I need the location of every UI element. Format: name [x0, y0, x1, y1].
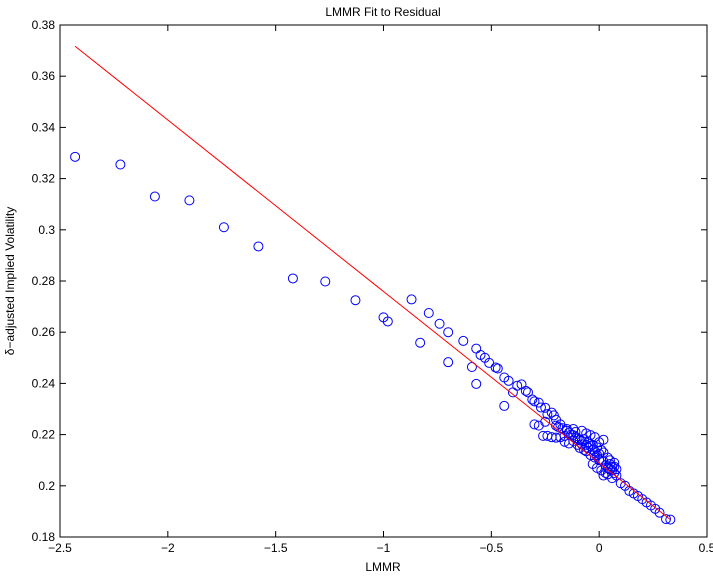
data-point	[423, 308, 434, 318]
data-point	[490, 362, 501, 373]
data-point	[570, 427, 581, 438]
data-point	[184, 195, 195, 206]
data-point	[602, 452, 613, 463]
data-point	[540, 416, 551, 427]
data-point	[585, 430, 596, 441]
data-point	[466, 362, 477, 373]
y-tick-label: 0.26	[32, 325, 56, 339]
x-axis-title: LMMR	[365, 560, 401, 574]
x-tick-label: −0.5	[479, 541, 503, 555]
data-point	[484, 357, 495, 368]
data-point	[443, 327, 454, 338]
x-tick-label: 0	[596, 541, 603, 555]
x-tick-label: 0.5	[699, 541, 713, 555]
data-point	[471, 378, 482, 389]
data-point	[535, 402, 546, 413]
data-point	[587, 459, 598, 470]
data-point	[287, 273, 298, 284]
data-point	[503, 375, 514, 386]
data-point	[609, 457, 620, 468]
x-tick-label: −2	[161, 541, 175, 555]
data-point	[443, 357, 454, 368]
data-point	[579, 444, 590, 455]
data-point	[609, 461, 620, 472]
data-point	[382, 316, 393, 327]
data-point	[522, 387, 533, 398]
data-point	[555, 419, 566, 430]
chart-title: LMMR Fit to Residual	[325, 5, 440, 19]
data-point	[527, 394, 538, 405]
y-tick-label: 0.18	[32, 530, 56, 544]
y-tick-label: 0.28	[32, 274, 56, 288]
y-tick-label: 0.38	[32, 18, 56, 32]
plot-marks	[70, 45, 676, 525]
data-point	[529, 396, 540, 407]
y-tick-label: 0.36	[32, 69, 56, 83]
data-point	[611, 464, 622, 475]
data-point	[551, 432, 562, 443]
axis-ticks: −2.5 −2 −1.5 −1 −0.5 0 0.5 0.18 0.2 0.22 0.24 0.26 0…	[32, 18, 713, 555]
x-tick-label: −1	[377, 541, 391, 555]
y-tick-label: 0.34	[32, 120, 56, 134]
data-point	[546, 407, 557, 418]
data-point	[458, 335, 469, 346]
x-tick-label: −2.5	[48, 541, 72, 555]
y-axis-title: δ−adjusted Implied Volatility	[3, 207, 17, 355]
data-point	[350, 295, 361, 306]
y-tick-label: 0.24	[32, 376, 56, 390]
data-point	[70, 151, 81, 162]
data-point	[540, 402, 551, 413]
data-point	[149, 191, 160, 202]
data-point	[594, 437, 605, 448]
y-tick-label: 0.2	[38, 479, 55, 493]
data-point	[654, 507, 665, 518]
data-point	[499, 400, 510, 411]
data-point	[529, 419, 540, 430]
data-point	[320, 276, 331, 287]
data-point	[520, 385, 531, 396]
data-point	[661, 514, 672, 525]
data-point	[512, 380, 523, 391]
y-tick-label: 0.22	[32, 428, 56, 442]
y-tick-label: 0.32	[32, 172, 56, 186]
y-tick-label: 0.3	[38, 223, 55, 237]
data-point	[434, 318, 445, 329]
data-point	[492, 363, 503, 374]
fit-line	[74, 45, 671, 520]
data-point	[115, 159, 126, 170]
data-point	[598, 470, 609, 481]
data-point	[596, 444, 607, 455]
data-point	[415, 337, 426, 348]
data-point	[533, 397, 544, 408]
data-point	[572, 439, 583, 450]
data-point	[665, 514, 676, 525]
data-point	[406, 294, 417, 305]
data-point	[253, 241, 264, 252]
data-point	[542, 409, 553, 420]
data-point	[218, 222, 229, 233]
plot-area	[60, 25, 707, 537]
data-point	[568, 423, 579, 434]
x-tick-label: −1.5	[264, 541, 288, 555]
